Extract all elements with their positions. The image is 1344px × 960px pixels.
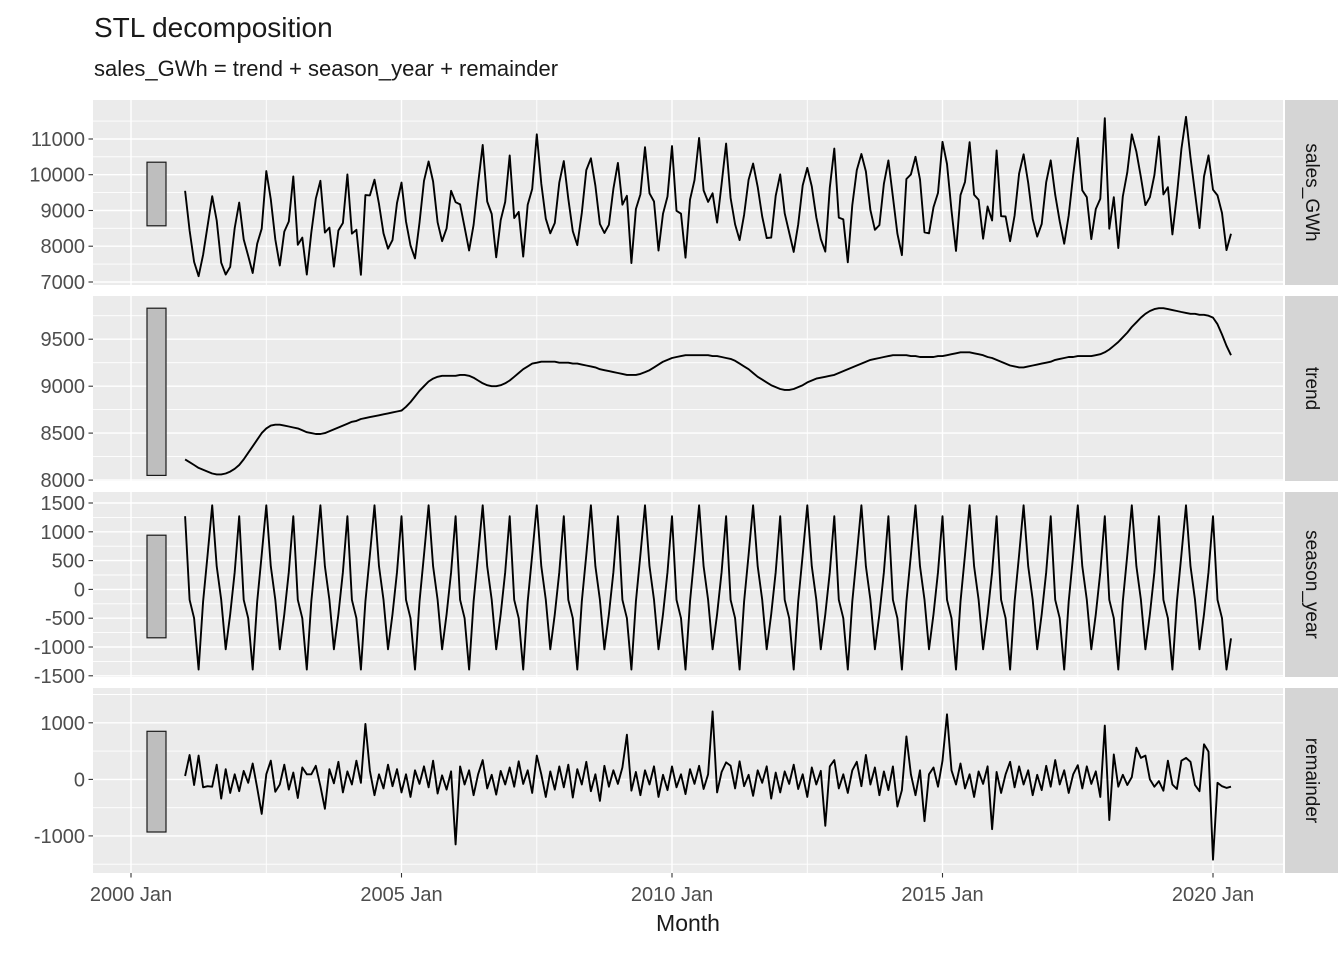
major-gridlines [93, 296, 1283, 481]
y-axis: 8000 8500 9000 9500 [41, 329, 93, 492]
y-tick-label: 11000 [31, 129, 85, 151]
series-line-season_year [184, 504, 1232, 671]
facet-strip-label: season_year [1301, 530, 1322, 639]
series-line-remainder [184, 710, 1232, 861]
x-tick-label: 2010 Jan [631, 884, 713, 906]
y-tick-label: 7000 [41, 272, 86, 294]
facet-strip [1285, 688, 1338, 873]
y-axis: -1000 0 1000 [34, 713, 93, 848]
series-line-sales_GWh [184, 115, 1232, 278]
facet-strip-label: trend [1301, 367, 1322, 410]
y-tick-label: 1500 [41, 493, 86, 515]
minor-gridlines [93, 296, 1283, 481]
y-tick-label: -500 [45, 608, 85, 630]
scale-range-bar [146, 730, 167, 833]
facet-panel-trend: 8000 8500 9000 9500 trend [41, 296, 1338, 492]
facet-strip [1285, 492, 1338, 677]
major-gridlines [93, 100, 1283, 285]
y-tick-label: 8000 [41, 236, 86, 258]
y-tick-label: 9500 [41, 329, 86, 351]
plot-subtitle: sales_GWh = trend + season_year + remain… [94, 56, 559, 81]
y-axis: -1500 -1000 -500 0 500 1000 1500 [34, 493, 93, 688]
panel-background [93, 296, 1283, 481]
y-axis: 7000 8000 9000 10000 11000 [29, 129, 93, 294]
facet-panel-remainder: -1000 0 1000 remainder [34, 688, 1338, 873]
y-tick-label: 1000 [41, 522, 86, 544]
plot-title: STL decomposition [94, 12, 333, 43]
facet-panel-sales_GWh: 7000 8000 9000 10000 11000 sales_GWh [29, 100, 1338, 294]
y-tick-label: 9000 [41, 201, 86, 223]
x-tick-label: 2020 Jan [1172, 884, 1254, 906]
y-tick-label: 500 [52, 551, 85, 573]
y-tick-label: 1000 [41, 713, 86, 735]
x-tick-label: 2015 Jan [901, 884, 983, 906]
y-tick-label: 8500 [41, 423, 86, 445]
x-tick-label: 2005 Jan [360, 884, 442, 906]
facet-strip-label: remainder [1301, 738, 1322, 824]
y-tick-label: 9000 [41, 376, 86, 398]
scale-range-bar [146, 307, 167, 477]
facet-strip-label: sales_GWh [1301, 143, 1322, 241]
facet-panel-season_year: -1500 -1000 -500 0 500 1000 1500 season_year [34, 492, 1338, 688]
y-tick-label: -1500 [34, 666, 85, 688]
y-tick-label: -1000 [34, 826, 85, 848]
y-tick-label: 0 [74, 769, 85, 791]
y-tick-label: 0 [74, 579, 85, 601]
facet-strip [1285, 100, 1338, 285]
x-axis: 2000 Jan 2005 Jan 2010 Jan 2015 Jan 2020 Jan… [90, 873, 1254, 936]
y-tick-label: -1000 [34, 637, 85, 659]
x-axis-title: Month [656, 910, 720, 936]
y-tick-label: 8000 [41, 470, 86, 492]
x-tick-label: 2000 Jan [90, 884, 172, 906]
minor-gridlines [93, 688, 1283, 873]
facet-strip [1285, 296, 1338, 481]
series-line-trend [184, 307, 1232, 476]
scale-range-bar [146, 161, 167, 227]
y-tick-label: 10000 [29, 165, 85, 187]
scale-range-bar [146, 534, 167, 639]
